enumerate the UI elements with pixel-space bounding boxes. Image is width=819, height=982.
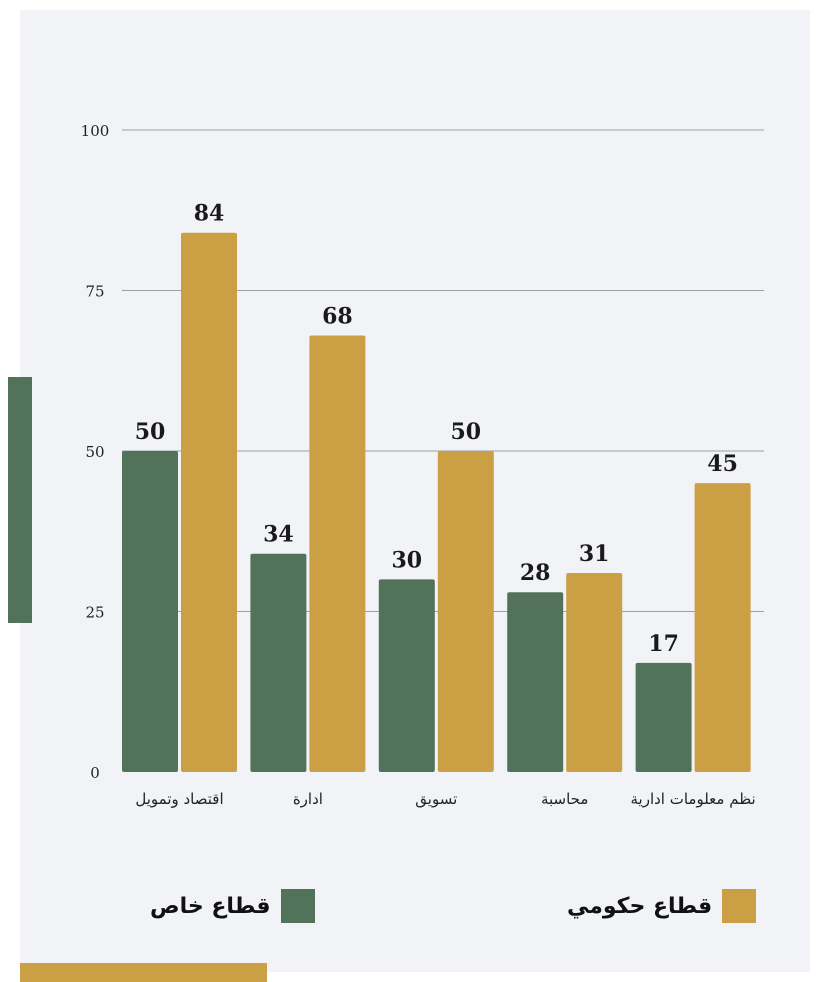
bar-value-label: 45 — [707, 451, 738, 477]
y-tick-label: 25 — [85, 604, 104, 622]
legend-private: قطاع خاص — [150, 888, 315, 924]
bar-value-label: 50 — [135, 419, 166, 445]
legend-government: قطاع حكومي — [567, 888, 757, 924]
bar-value-label: 17 — [648, 631, 679, 657]
bar-government — [566, 572, 623, 772]
x-category-label: تسويق — [415, 790, 457, 808]
bar-government — [309, 335, 366, 772]
x-category-label: محاسبة — [541, 790, 588, 808]
bar-government — [437, 451, 494, 772]
bar-private — [378, 579, 435, 772]
y-tick-label: 0 — [90, 764, 100, 782]
bar-private — [507, 592, 564, 772]
y-tick-label: 75 — [85, 283, 104, 301]
side-accent-bar — [8, 377, 32, 623]
y-tick-label: 100 — [81, 122, 110, 140]
legend-government-swatch — [722, 889, 757, 923]
bottom-accent-bar — [20, 963, 267, 982]
x-category-label: نظم معلومات ادارية — [631, 790, 756, 808]
bar-value-label: 34 — [263, 522, 294, 548]
y-tick-label: 50 — [85, 443, 104, 461]
legend-private-label: قطاع خاص — [150, 893, 271, 919]
bar-private — [250, 553, 307, 772]
bar-value-label: 84 — [194, 201, 225, 227]
bar-private — [635, 662, 692, 772]
legend-government-label: قطاع حكومي — [567, 893, 713, 919]
bar-value-label: 28 — [520, 560, 551, 586]
legend-private-swatch — [280, 889, 315, 923]
bar-value-label: 68 — [322, 303, 353, 329]
x-category-label: اقتصاد وتمويل — [135, 790, 223, 808]
bar-government — [694, 483, 751, 772]
x-category-label: ادارة — [293, 790, 323, 808]
bar-private — [122, 451, 178, 772]
bar-government — [181, 232, 237, 773]
bar-value-label: 30 — [391, 547, 422, 573]
bar-value-label: 31 — [579, 541, 610, 567]
bar-value-label: 50 — [450, 419, 481, 445]
